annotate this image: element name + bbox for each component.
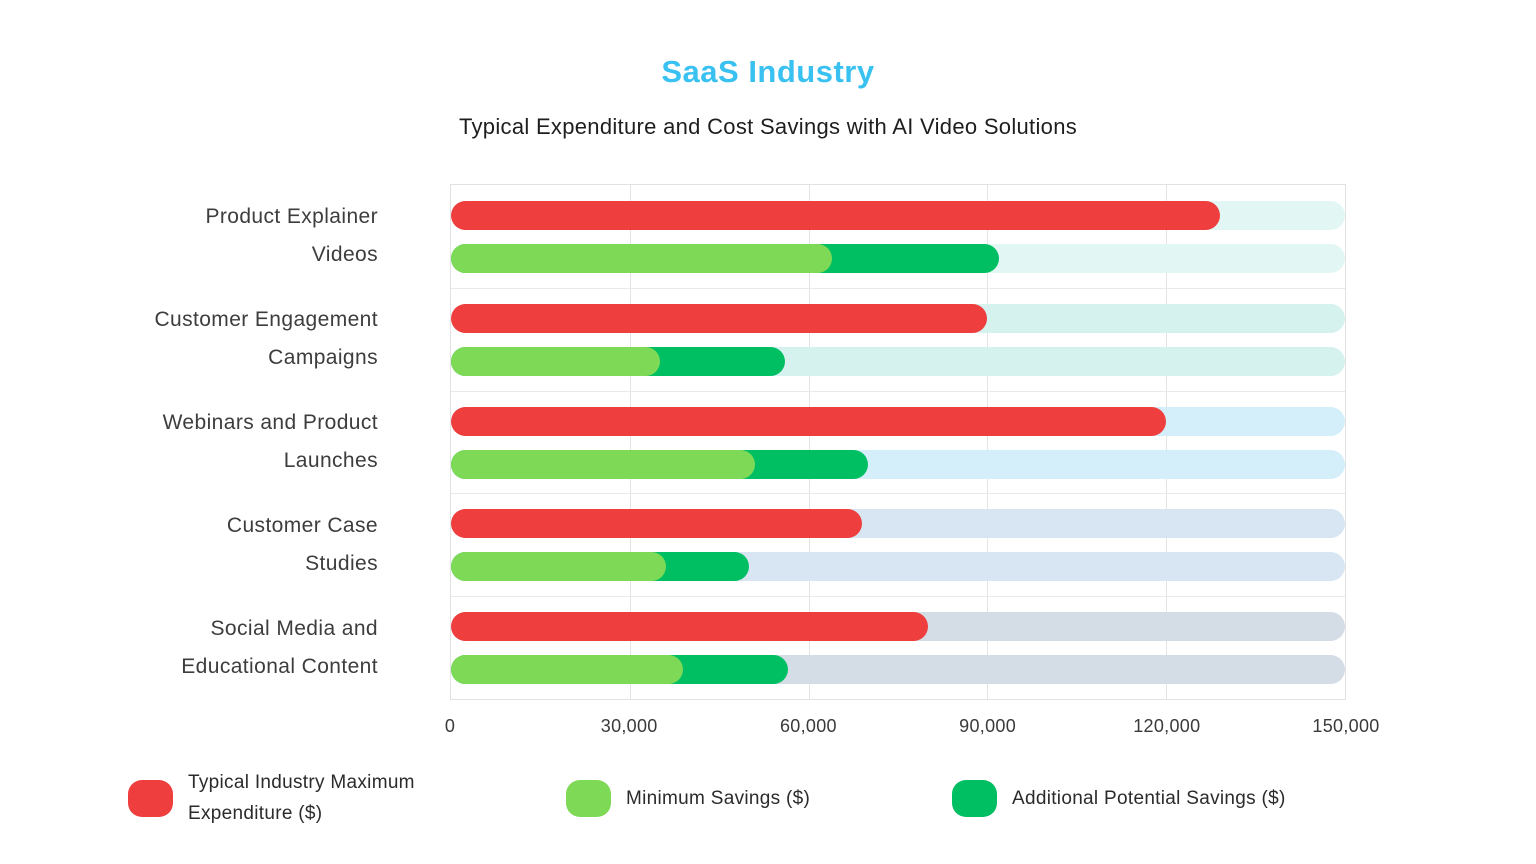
x-axis-tick-label: 0 [444, 716, 456, 736]
category-label-line: Launches [283, 449, 378, 472]
legend-item: Typical Industry Maximum Expenditure ($) [128, 766, 415, 830]
gridline-horizontal [451, 287, 1345, 289]
legend-label: Additional Potential Savings ($) [1012, 787, 1286, 809]
chart-title: SaaS Industry [661, 54, 875, 89]
x-axis-tick-label: 30,000 [600, 716, 658, 736]
min-savings-bar [451, 346, 660, 376]
expenditure-bar [451, 509, 863, 539]
gridline-horizontal [451, 493, 1345, 495]
category-band [451, 288, 1345, 391]
expenditure-bar-track [451, 406, 1345, 436]
category-label: Webinars and Product Launches [0, 390, 378, 493]
min-savings-bar [451, 244, 833, 273]
min-savings-bar [451, 449, 755, 479]
min-savings-bar [451, 655, 684, 685]
min-savings-bar [451, 552, 666, 582]
x-axis-tick-label: 120,000 [1133, 716, 1201, 736]
legend-label: Minimum Savings ($) [626, 787, 811, 809]
x-axis-tick-label: 90,000 [959, 716, 1017, 736]
category-band [451, 596, 1345, 699]
category-label: Product Explainer Videos [0, 184, 378, 287]
savings-bar-track [451, 346, 1345, 376]
category-label-line: Webinars and Product [162, 411, 378, 434]
gridline-vertical [629, 185, 631, 699]
expenditure-bar [451, 201, 1220, 230]
chart-rows [451, 185, 1345, 699]
expenditure-bar-track [451, 303, 1345, 333]
legend-swatch [128, 779, 173, 817]
gridline-vertical [987, 185, 989, 699]
expenditure-bar-track [451, 612, 1345, 642]
expenditure-bar-track [451, 509, 1345, 539]
gridline-vertical [808, 185, 810, 699]
savings-bar-track [451, 244, 1345, 273]
legend-label: Typical Industry Maximum Expenditure ($) [188, 772, 415, 824]
category-label: Customer Case Studies [0, 494, 378, 597]
savings-bar-track [451, 449, 1345, 479]
x-axis-tick-label: 150,000 [1312, 716, 1380, 736]
category-label-line: Customer Engagement [154, 307, 378, 331]
gridline-vertical [1166, 185, 1168, 699]
legend-item: Minimum Savings ($) [566, 766, 810, 830]
gridline-horizontal [451, 596, 1345, 598]
x-axis-tick-label: 60,000 [779, 716, 837, 736]
expenditure-bar [451, 612, 928, 642]
category-label: Customer Engagement Campaigns [0, 287, 378, 390]
category-label-line: Social Media and [210, 617, 378, 641]
category-band [451, 391, 1345, 494]
category-label-line: Studies [305, 552, 378, 576]
gridline-horizontal [451, 390, 1345, 392]
category-label-line: Customer Case [226, 514, 378, 538]
category-label-line: Campaigns [268, 345, 378, 369]
legend-item: Additional Potential Savings ($) [952, 766, 1286, 830]
category-band [451, 185, 1345, 288]
chart-subtitle: Typical Expenditure and Cost Savings wit… [458, 114, 1078, 139]
expenditure-bar [451, 303, 988, 333]
category-label-line: Product Explainer [205, 204, 378, 228]
savings-bar-track [451, 552, 1345, 582]
category-label-line: Educational Content [181, 655, 378, 679]
expenditure-bar-track [451, 201, 1345, 230]
legend-swatch [952, 779, 997, 817]
chart-plot-area [450, 184, 1346, 700]
category-band [451, 493, 1345, 596]
category-labels-column: Product Explainer Videos Customer Engageme… [0, 184, 378, 700]
category-label: Social Media and Educational Content [0, 597, 378, 700]
x-axis: 0 30,000 60,000 90,000 120,000 150,000 [445, 716, 1379, 746]
category-label-line: Videos [311, 242, 378, 266]
savings-bar-track [451, 655, 1345, 685]
legend-swatch [566, 779, 611, 817]
expenditure-bar [451, 406, 1167, 436]
